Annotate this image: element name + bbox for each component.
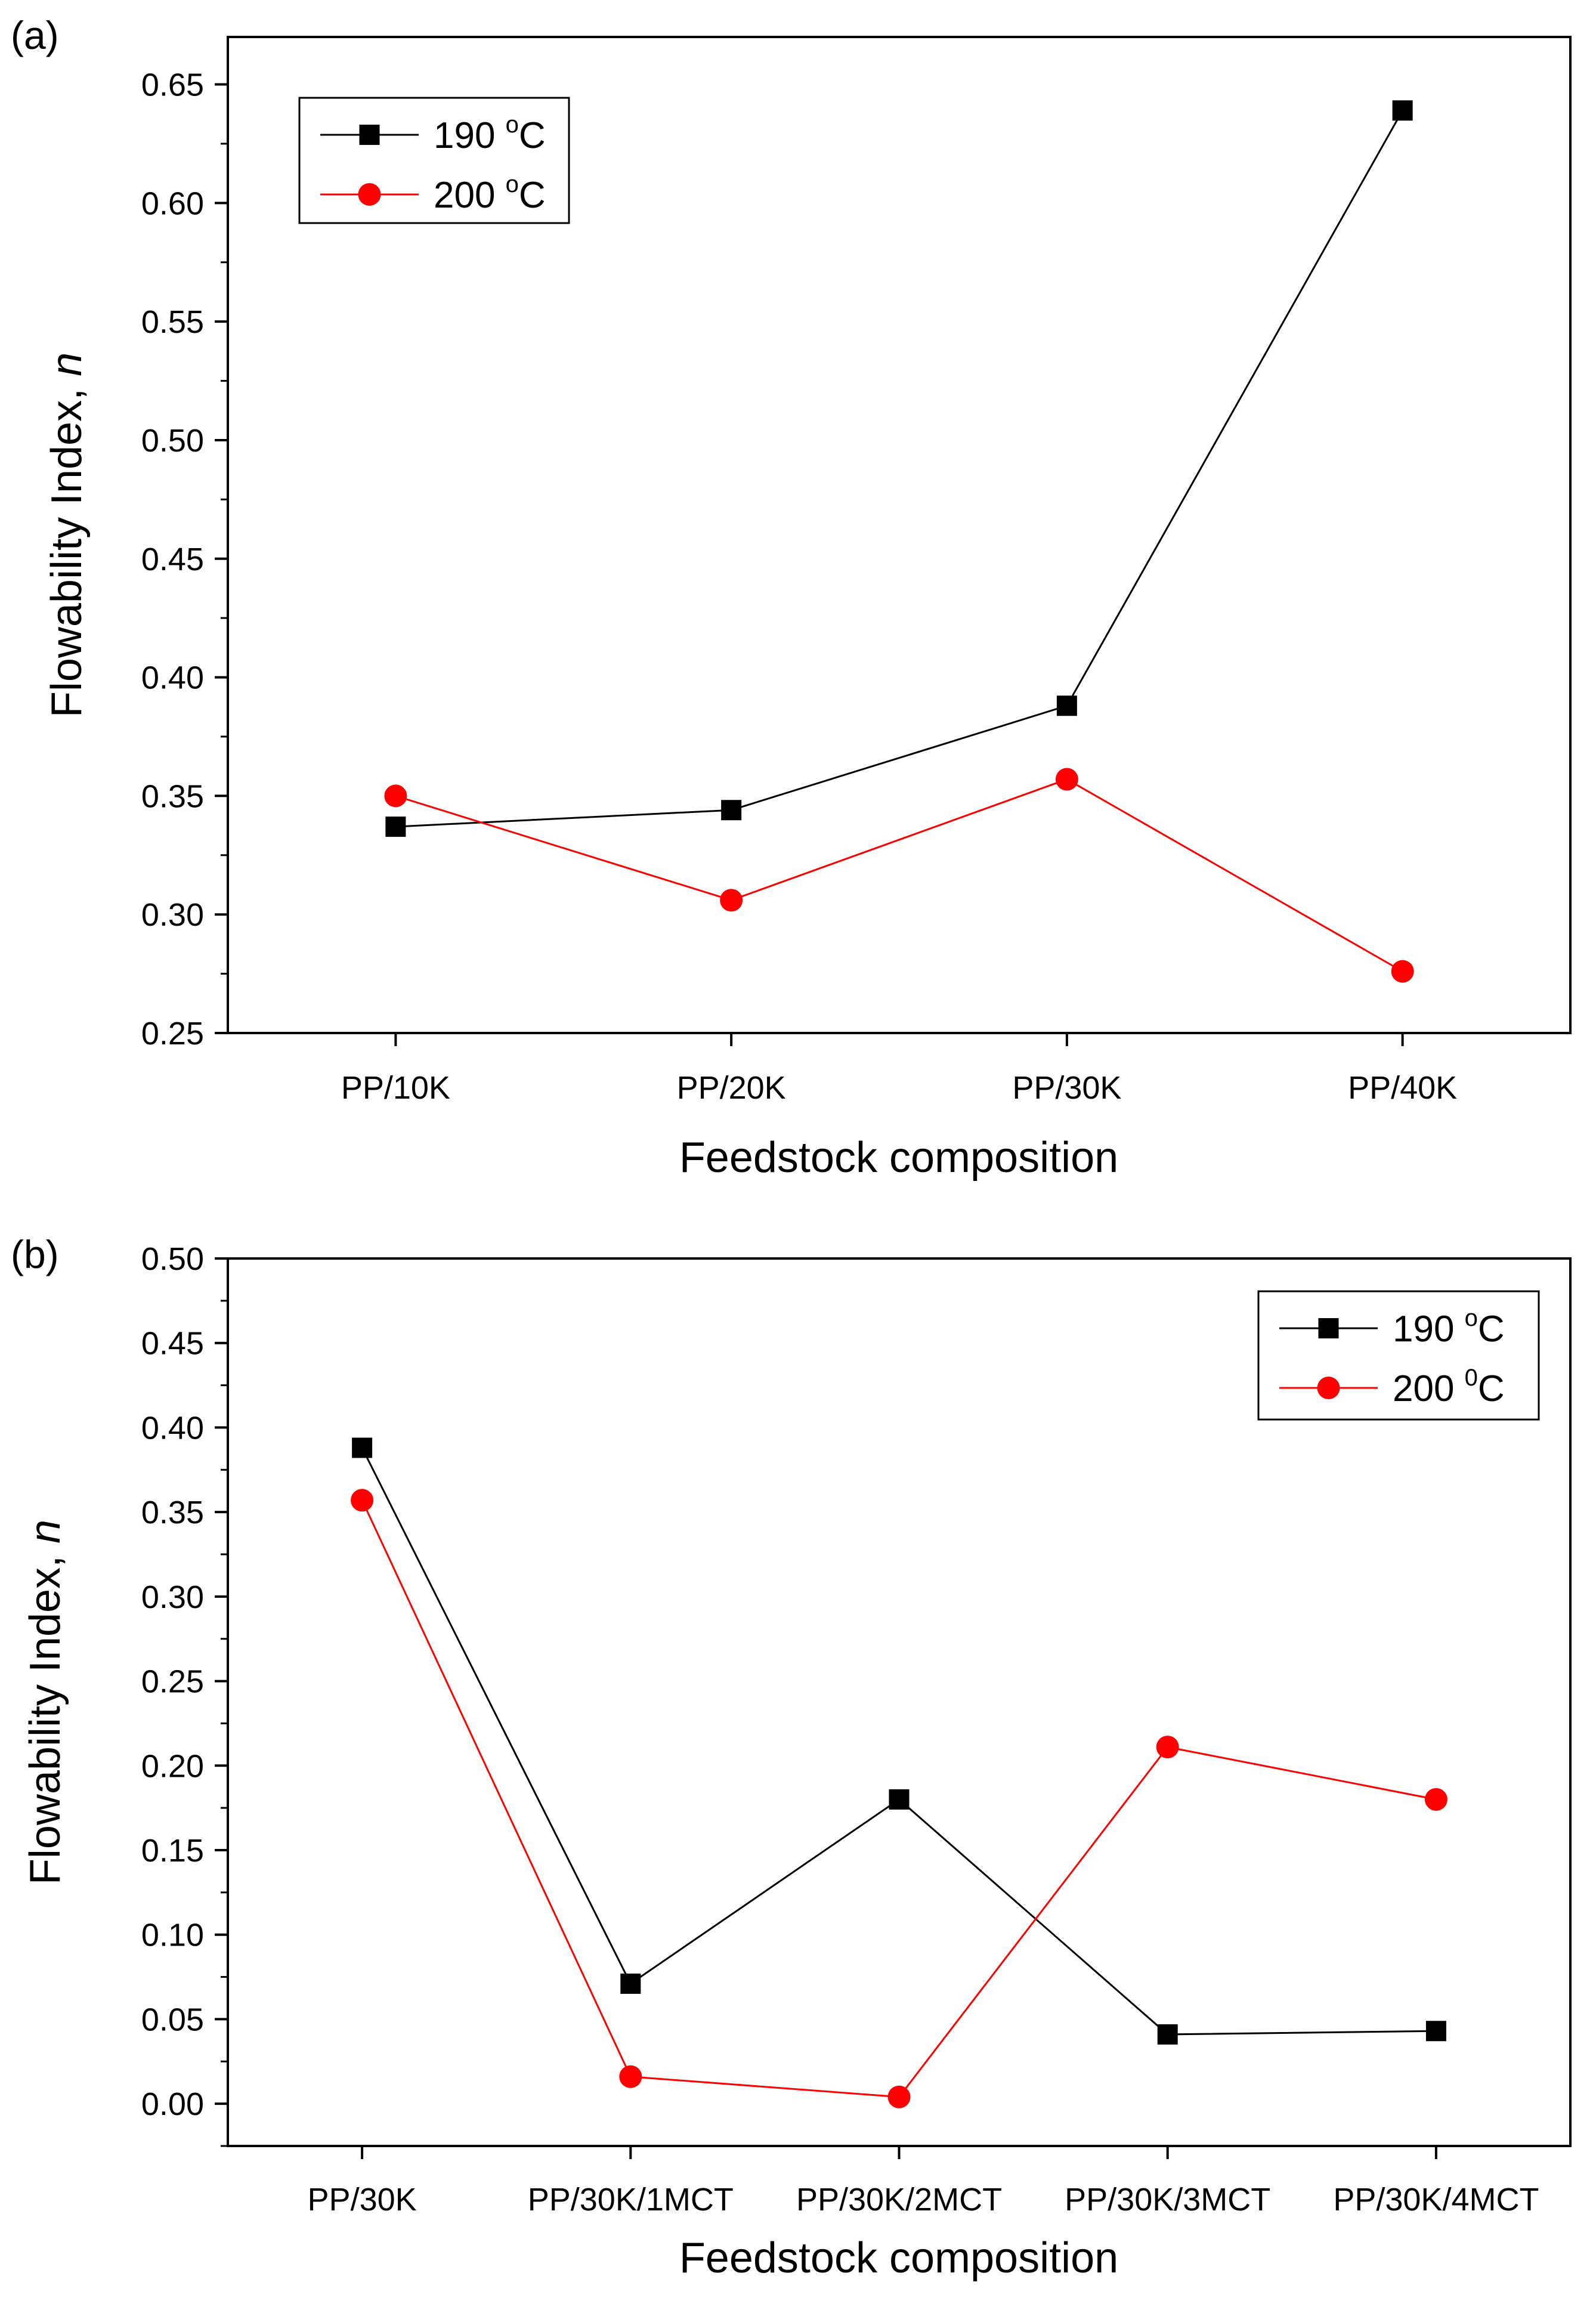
- x-tick-label: PP/10K: [341, 1070, 450, 1106]
- data-point-circle: [1391, 960, 1414, 983]
- y-axis-title-italic: n: [21, 1520, 69, 1544]
- data-point-square: [620, 1973, 641, 1994]
- x-tick-label: PP/20K: [677, 1070, 786, 1106]
- legend-box: [298, 97, 570, 224]
- y-tick-label: 0.45: [141, 1326, 204, 1362]
- legend-marker-square: [1318, 1318, 1339, 1338]
- plot-frame: [227, 36, 1572, 1034]
- legend-label-unit: C: [519, 115, 546, 156]
- legend-marker-square: [359, 125, 380, 145]
- x-tick-label: PP/30K: [308, 2182, 417, 2218]
- legend-marker-circle: [358, 183, 381, 206]
- y-axis-title-text: Flowability Index,: [43, 376, 91, 718]
- legend-label-unit: C: [1478, 1309, 1505, 1350]
- legend-label-value: 200: [434, 175, 506, 216]
- data-point-circle: [619, 2065, 642, 2088]
- y-axis-title-text: Flowability Index,: [21, 1544, 69, 1885]
- y-tick-label: 0.65: [141, 67, 204, 103]
- panel-a-chart: (a) 0.25 0.30 0.35 0.40 0.45 0.50 0.55 0.60 0.65 P…: [11, 13, 1572, 1182]
- y-tick-label: 0.60: [141, 185, 204, 221]
- y-tick-label: 0.35: [141, 1495, 204, 1530]
- y-axis-title-italic: n: [43, 352, 91, 376]
- y-tick-label: 0.05: [141, 2002, 204, 2037]
- panel-label: (a): [11, 13, 59, 57]
- legend-label: 190 oC: [434, 112, 546, 156]
- legend-label-unit: C: [1478, 1368, 1505, 1409]
- y-tick-label: 0.10: [141, 1918, 204, 1953]
- legend-label: 190 oC: [1393, 1305, 1505, 1350]
- y-tick-label: 0.25: [141, 1664, 204, 1700]
- x-tick-label: PP/30K/3MCT: [1065, 2182, 1270, 2218]
- data-point-square: [352, 1437, 373, 1458]
- y-tick-label: 0.50: [141, 423, 204, 459]
- legend-label: 200 oC: [434, 171, 546, 216]
- panel-b-chart: (b) 0.00 0.05 0.10 0.15 0.20 0.25 0.30 0.35 0.40 0…: [11, 1232, 1572, 2282]
- y-tick-label: 0.35: [141, 778, 204, 814]
- y-tick-label: 0.20: [141, 1748, 204, 1784]
- data-point-square: [1425, 2021, 1446, 2042]
- x-tick-label: PP/40K: [1348, 1070, 1457, 1106]
- x-tick-label: PP/30K/4MCT: [1333, 2182, 1539, 2218]
- y-tick-label: 0.55: [141, 304, 204, 340]
- data-point-square: [889, 1789, 910, 1810]
- data-point-square: [1157, 2024, 1178, 2045]
- y-axis-title: Flowability Index, n: [21, 1520, 69, 1885]
- y-tick-label: 0.40: [141, 1410, 204, 1446]
- legend-label-superscript: 0: [1465, 1365, 1478, 1391]
- legend-label-value: 190: [1393, 1309, 1465, 1350]
- x-axis-title: Feedstock composition: [679, 1134, 1118, 1182]
- legend-label-superscript: o: [506, 171, 519, 197]
- legend-label-superscript: o: [506, 112, 519, 138]
- data-point-circle: [720, 889, 743, 912]
- y-tick-label: 0.00: [141, 2086, 204, 2122]
- legend-box: [1257, 1290, 1540, 1421]
- x-tick-label: PP/30K: [1012, 1070, 1121, 1106]
- y-tick-label: 0.15: [141, 1833, 204, 1869]
- data-point-circle: [1055, 768, 1078, 791]
- panel-label: (b): [11, 1232, 59, 1276]
- series-line-1: [361, 1447, 1436, 2036]
- x-tick-label: PP/30K/2MCT: [796, 2182, 1002, 2218]
- series-line-2: [395, 778, 1403, 972]
- legend-label-unit: C: [519, 175, 546, 216]
- data-point-circle: [1156, 1736, 1179, 1759]
- data-point-square: [385, 817, 406, 837]
- y-tick-label: 0.40: [141, 660, 204, 696]
- legend-label-superscript: o: [1465, 1305, 1478, 1331]
- y-tick-label: 0.30: [141, 1579, 204, 1615]
- legend-marker-circle: [1317, 1377, 1340, 1399]
- y-tick-label: 0.25: [141, 1016, 204, 1052]
- legend-label-value: 200: [1393, 1368, 1465, 1409]
- legend-label-value: 190: [434, 115, 506, 156]
- data-point-square: [1392, 100, 1413, 121]
- data-point-square: [721, 800, 742, 821]
- y-tick-label: 0.45: [141, 542, 204, 577]
- data-point-circle: [887, 2085, 911, 2108]
- y-tick-label: 0.50: [141, 1241, 204, 1277]
- legend-label: 200 0C: [1393, 1365, 1505, 1409]
- x-tick-label: PP/30K/1MCT: [528, 2182, 734, 2218]
- y-tick-label: 0.30: [141, 897, 204, 933]
- data-point-circle: [1424, 1788, 1447, 1811]
- data-point-circle: [384, 784, 407, 808]
- x-axis-title: Feedstock composition: [679, 2234, 1118, 2282]
- series-line-1: [395, 110, 1403, 828]
- data-point-circle: [351, 1489, 374, 1512]
- y-axis-title: Flowability Index, n: [43, 352, 91, 718]
- data-point-square: [1056, 695, 1077, 716]
